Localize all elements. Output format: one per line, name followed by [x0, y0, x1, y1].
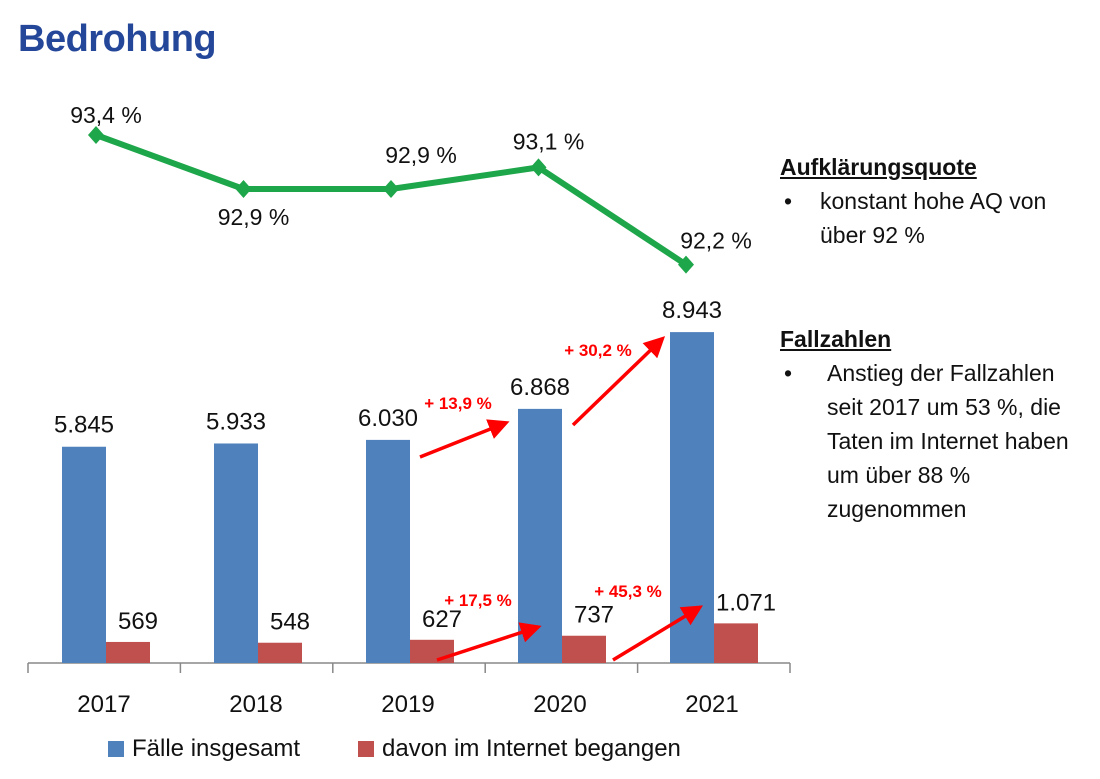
bullet: Anstieg der Fallzahlen seit 2017 um 53 %…: [780, 356, 1070, 526]
line-data-label: 92,9 %: [218, 204, 290, 230]
bar-total: [518, 408, 562, 663]
bar-label-total: 8.943: [662, 297, 722, 324]
section-fallzahlen: Fallzahlen Anstieg der Fallzahlen seit 2…: [780, 322, 1070, 526]
growth-label: + 45,3 %: [594, 582, 662, 601]
bar-label-total: 6.030: [358, 405, 418, 432]
section-heading: Aufklärungsquote: [780, 154, 977, 180]
section-aufklaerungsquote: Aufklärungsquote konstant hohe AQ von üb…: [780, 150, 1090, 252]
x-tick-label: 2017: [77, 691, 130, 718]
bar-label-internet: 627: [422, 606, 462, 633]
growth-label: + 17,5 %: [444, 591, 512, 610]
growth-arrow: [436, 622, 542, 662]
line-data-label: 92,9 %: [385, 142, 457, 168]
growth-arrow: [571, 336, 666, 427]
growth-arrow: [419, 419, 510, 459]
bar-label-internet: 569: [118, 608, 158, 635]
x-tick-label: 2018: [229, 691, 282, 718]
bar-internet: [106, 641, 150, 663]
bar-total: [62, 446, 106, 663]
bullet: konstant hohe AQ von über 92 %: [780, 184, 1090, 252]
line-marker: [383, 180, 399, 198]
line-data-label: 93,4 %: [70, 102, 142, 128]
x-tick-label: 2020: [533, 691, 586, 718]
x-tick-label: 2021: [685, 691, 738, 718]
bar-label-internet: 737: [574, 602, 614, 629]
line-marker: [530, 158, 547, 177]
bar-label-internet: 1.071: [716, 589, 776, 616]
legend-item-internet: davon im Internet begangen: [358, 735, 681, 763]
bar-label-internet: 548: [270, 609, 310, 636]
line-marker: [88, 126, 104, 144]
bar-internet: [714, 623, 758, 663]
line-data-label: 92,2 %: [680, 228, 752, 254]
x-tick-label: 2019: [381, 691, 434, 718]
line-marker: [678, 255, 694, 274]
bar-total: [214, 443, 258, 663]
page-title: Bedrohung: [18, 18, 217, 60]
bar-internet: [258, 642, 302, 663]
growth-label: + 30,2 %: [564, 341, 632, 360]
bar-internet: [410, 639, 454, 663]
growth-label: + 13,9 %: [424, 394, 492, 413]
section-heading: Fallzahlen: [780, 326, 892, 352]
line-data-label: 93,1 %: [513, 128, 585, 154]
bar-label-total: 5.933: [206, 408, 266, 435]
growth-arrow: [612, 605, 703, 662]
line-marker: [235, 180, 252, 198]
bar-internet: [562, 635, 606, 663]
legend-swatch: [358, 741, 374, 757]
legend-item-total: Fälle insgesamt: [108, 735, 300, 763]
bar-label-total: 6.868: [510, 374, 570, 401]
legend-swatch: [108, 741, 124, 757]
bar-label-total: 5.845: [54, 412, 114, 439]
bar-total: [366, 439, 410, 663]
legend-label: davon im Internet begangen: [382, 735, 681, 762]
legend-label: Fälle insgesamt: [132, 735, 301, 762]
